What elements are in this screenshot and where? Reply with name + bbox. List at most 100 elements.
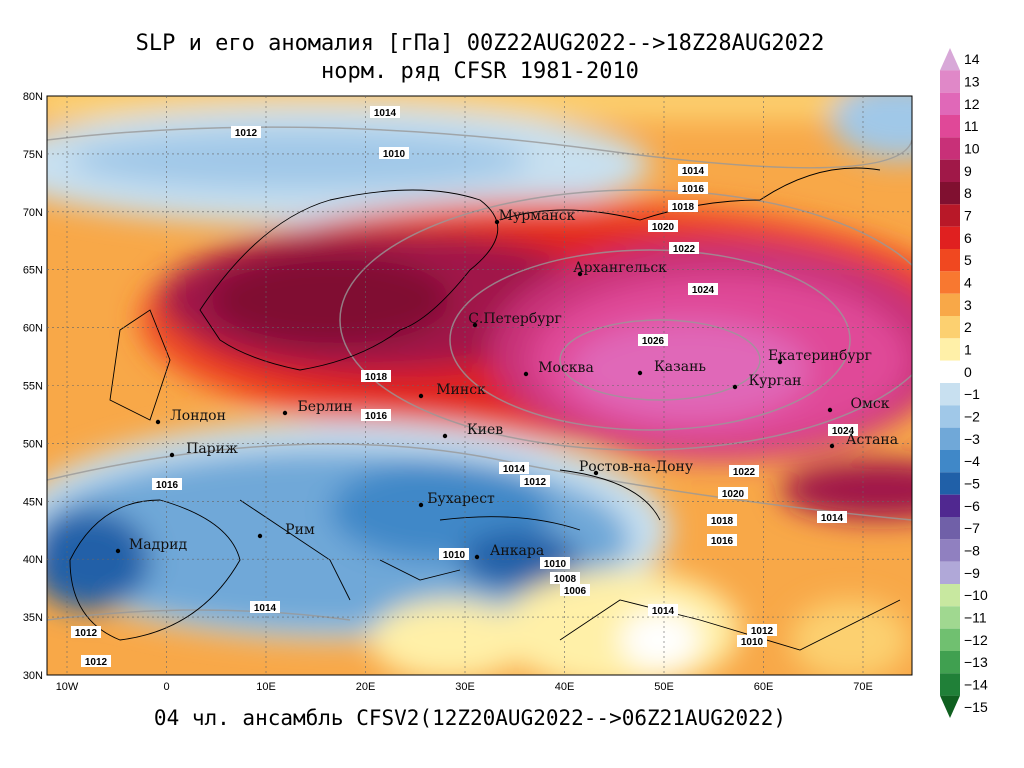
city-dot [257,533,263,539]
lon-label: 10E [256,681,276,693]
isobar-label-box [828,424,858,436]
isobar-label: 1018 [365,372,388,383]
city-label: Париж [186,441,238,457]
isobar-label: 1022 [733,467,756,478]
lat-label: 55N [23,381,43,393]
colorbar-label: −13 [964,654,988,670]
lat-label: 30N [23,670,43,682]
isobar-label-box [370,106,400,118]
city-label: Астана [846,432,898,448]
isobar-label-box [707,534,737,546]
isobar-label-box [540,557,570,569]
city-label: Мадрид [129,537,188,553]
city-label: Мурманск [499,208,576,224]
colorbar-label: 11 [964,118,979,134]
city-dot [829,443,835,449]
city-label: Курган [748,373,801,389]
anomaly-field [47,96,912,675]
colorbar-label: 6 [964,230,972,246]
colorbar-label: −10 [964,587,988,603]
colorbar-swatch [940,539,960,562]
isobar-label-box [361,370,391,382]
city-dot [827,407,833,413]
isobar-label: 1014 [682,166,705,177]
colorbar-swatch [940,92,960,115]
isobar-label-box [747,624,777,636]
lat-label: 60N [23,323,43,335]
isobar-label-box [439,548,469,560]
colorbar-label: 7 [964,208,972,224]
isobar-label-box [737,635,767,647]
isobar-label-box [520,475,550,487]
isobar-label-box [669,242,699,254]
isobar-label: 1024 [692,285,715,296]
isobar-label: 1010 [443,550,466,561]
isobar-label: 1014 [652,606,675,617]
isobar-label: 1016 [711,536,734,547]
city-label: Киев [467,422,503,438]
isobar-label-box [499,462,529,474]
isobar-label: 1012 [85,657,108,668]
colorbar-label: −12 [964,632,988,648]
isobar-label: 1006 [564,586,587,597]
title-line-2: норм. ряд CFSR 1981-2010 [321,59,639,84]
isobar-label: 1014 [374,108,397,119]
colorbar-swatch [940,695,960,718]
isobar-label: 1018 [711,516,734,527]
colorbar-label: −11 [964,610,987,626]
city-label: Лондон [170,408,226,424]
city-dot [593,470,599,476]
colorbar-swatch [940,494,960,517]
colorbar-swatch [940,561,960,584]
lon-label: 70E [853,681,873,693]
colorbar-swatch [940,137,960,160]
colorbar-label: 5 [964,252,972,268]
colorbar-swatch [940,472,960,495]
colorbar-label: −4 [964,453,980,469]
lat-label: 70N [23,207,43,219]
city-label: Архангельск [573,260,667,276]
isobar-label-box [81,655,111,667]
city-dot [777,359,783,365]
colorbar-swatch [940,204,960,227]
colorbar-label: 9 [964,163,972,179]
city-dot [523,371,529,377]
isobar-label: 1016 [682,184,705,195]
lon-label: 20E [356,681,376,693]
colorbar-label: 8 [964,185,972,201]
lat-label: 40N [23,554,43,566]
colorbar-label: −1 [964,386,980,402]
colorbar-label: −2 [964,409,980,425]
isobar-label-box [71,626,101,638]
city-dot [442,433,448,439]
isobar-label-box [560,584,590,596]
lat-label: 80N [23,91,43,103]
city-dot [474,554,480,560]
colorbar-label: 3 [964,297,972,313]
city-dot [577,271,583,277]
colorbar-swatch [940,226,960,249]
colorbar-swatch [940,360,960,383]
colorbar-swatch [940,271,960,294]
isobar-label-box [648,220,678,232]
colorbar-swatch [940,673,960,696]
colorbar-label: 13 [964,74,980,90]
colorbar-label: 14 [964,51,980,67]
isobar-label: 1012 [751,626,774,637]
isobar-label-box [817,511,847,523]
isobar-label: 1010 [383,149,406,160]
colorbar-label: 12 [964,96,980,112]
colorbar-swatch [940,606,960,629]
lon-label: 60E [754,681,774,693]
isobar-label: 1012 [235,128,258,139]
isobar-label-box [638,334,668,346]
isobar-label: 1012 [75,628,98,639]
city-label: Анкара [490,543,544,559]
city-label: Ростов-на-Дону [579,459,694,475]
colorbar-label: −14 [964,677,988,693]
colorbar-swatch [940,70,960,93]
city-label: С.Петербург [468,311,562,327]
footer: 04 чл. ансамбль CFSV2(12Z20AUG2022-->06Z… [154,706,786,730]
isobar-label-box [707,514,737,526]
colorbar-label: 10 [964,141,980,157]
